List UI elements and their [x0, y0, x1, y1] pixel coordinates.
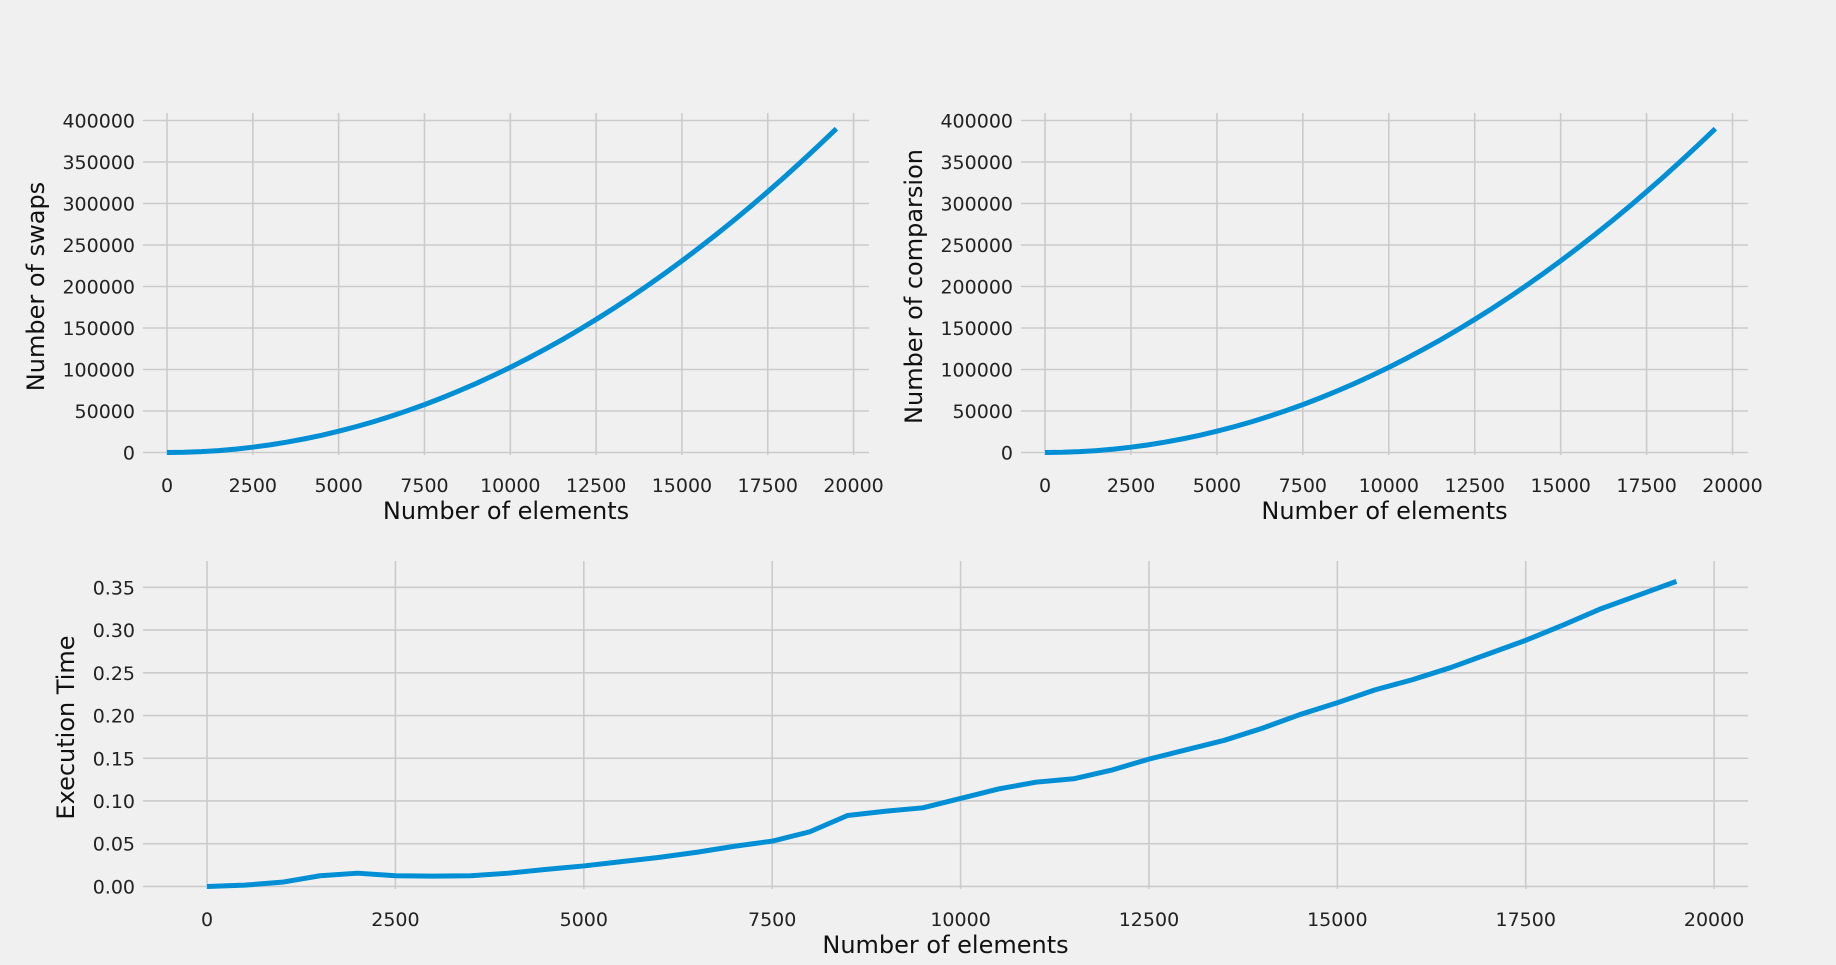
y-tick-label: 200000: [62, 277, 135, 299]
x-axis-label: Number of elements: [383, 497, 629, 525]
x-tick-label: 20000: [823, 475, 883, 497]
x-tick-label: 17500: [738, 475, 798, 497]
y-tick-label: 0.20: [93, 706, 135, 728]
y-tick-label: 150000: [62, 318, 135, 340]
y-tick-label: 0.30: [93, 620, 135, 642]
x-tick-label: 10000: [1359, 475, 1419, 497]
x-tick-label: 2500: [371, 909, 419, 931]
x-tick-label: 12500: [1119, 909, 1179, 931]
y-tick-label: 0.00: [93, 876, 135, 898]
y-tick-label: 0.25: [93, 663, 135, 685]
y-tick-label: 50000: [75, 401, 135, 423]
x-tick-label: 17500: [1616, 475, 1676, 497]
x-tick-label: 20000: [1702, 475, 1762, 497]
y-tick-label: 50000: [953, 401, 1013, 423]
series-line: [1045, 126, 1718, 456]
x-tick-label: 5000: [560, 909, 608, 931]
x-tick-label: 2500: [229, 475, 277, 497]
x-tick-label: 2500: [1107, 475, 1155, 497]
y-tick-label: 0.05: [93, 834, 135, 856]
y-axis-label: Execution Time: [52, 635, 80, 819]
x-tick-label: 17500: [1495, 909, 1555, 931]
y-tick-label: 0: [123, 443, 135, 465]
series-line: [166, 126, 839, 456]
y-tick-label: 350000: [940, 152, 1013, 174]
y-tick-label: 150000: [940, 318, 1013, 340]
y-tick-label: 200000: [940, 277, 1013, 299]
x-tick-label: 15000: [1530, 475, 1590, 497]
x-tick-label: 5000: [1193, 475, 1241, 497]
y-tick-label: 400000: [62, 110, 135, 132]
execution-time-chart: 0 2500 5000 7500 10000 12500 15000 17500 20000 0.…: [52, 561, 1748, 959]
y-tick-label: 0: [1001, 443, 1013, 465]
y-tick-label: 300000: [62, 193, 135, 215]
x-tick-label: 12500: [566, 475, 626, 497]
y-tick-label: 0.35: [93, 577, 135, 599]
x-tick-label: 7500: [748, 909, 796, 931]
x-tick-label: 10000: [930, 909, 990, 931]
x-axis-label: Number of elements: [822, 931, 1068, 959]
x-tick-label: 5000: [314, 475, 362, 497]
swaps-chart: 0 2500 5000 7500 10000 12500 15000 17500 2000005…: [22, 110, 884, 525]
x-tick-label: 7500: [400, 475, 448, 497]
y-tick-label: 0.10: [93, 791, 135, 813]
y-axis-label: Number of swaps: [22, 182, 50, 391]
y-tick-label: 0.15: [93, 748, 135, 770]
y-tick-label: 250000: [940, 235, 1013, 257]
comparisons-chart: 0 2500 5000 7500 10000 12500 15000 17500 2000005…: [900, 110, 1763, 525]
y-tick-label: 250000: [62, 235, 135, 257]
x-axis-label: Number of elements: [1261, 497, 1507, 525]
y-tick-label: 100000: [62, 360, 135, 382]
x-tick-label: 0: [161, 475, 173, 497]
y-axis-label: Number of comparsion: [900, 149, 928, 424]
y-tick-label: 100000: [940, 360, 1013, 382]
x-tick-label: 15000: [1307, 909, 1367, 931]
x-tick-label: 0: [201, 909, 213, 931]
y-tick-label: 350000: [62, 152, 135, 174]
x-tick-label: 0: [1039, 475, 1051, 497]
x-tick-label: 12500: [1445, 475, 1505, 497]
x-tick-label: 20000: [1684, 909, 1744, 931]
x-tick-label: 7500: [1279, 475, 1327, 497]
x-tick-label: 15000: [652, 475, 712, 497]
series-line: [206, 579, 1678, 889]
y-tick-label: 400000: [940, 110, 1013, 132]
y-tick-label: 300000: [940, 193, 1013, 215]
x-tick-label: 10000: [480, 475, 540, 497]
